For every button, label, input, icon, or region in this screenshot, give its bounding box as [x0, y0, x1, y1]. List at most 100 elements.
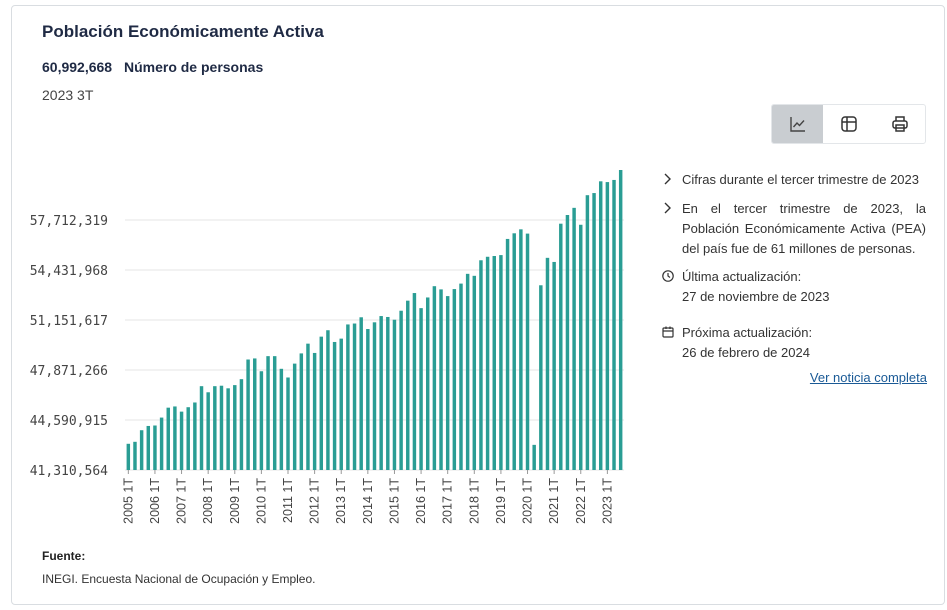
- bar: [399, 310, 403, 470]
- bar: [179, 411, 184, 470]
- bar: [173, 406, 177, 470]
- bar: [479, 260, 483, 470]
- bar: [139, 430, 144, 470]
- bar: [133, 441, 137, 470]
- bar: [618, 170, 623, 470]
- bar: [545, 257, 550, 470]
- bar: [439, 289, 443, 470]
- bar: [319, 336, 324, 470]
- bar: [272, 356, 277, 470]
- x-tick-label: 2019 1T: [494, 478, 508, 524]
- x-tick-label: 2017 1T: [441, 478, 455, 524]
- bar: [525, 233, 530, 470]
- bar: [312, 352, 317, 470]
- y-tick-label: 47,871,266: [30, 364, 108, 379]
- next-update-date: 26 de febrero de 2024: [682, 345, 810, 360]
- x-tick-label: 2018 1T: [467, 478, 481, 524]
- bar: [352, 323, 357, 470]
- bar: [206, 392, 210, 470]
- indicator-unit: Número de personas: [123, 59, 264, 75]
- bar: [286, 377, 290, 470]
- bar: [465, 273, 470, 470]
- bar: [166, 407, 170, 470]
- bar: [159, 417, 164, 470]
- x-tick-label: 2006 1T: [148, 478, 162, 524]
- bar: [186, 407, 190, 470]
- bar: [299, 353, 304, 470]
- bar: [193, 402, 197, 470]
- x-tick-label: 2013 1T: [334, 478, 348, 524]
- x-tick-label: 2023 1T: [600, 478, 614, 524]
- bar: [572, 207, 576, 471]
- source-label: Fuente:: [42, 549, 86, 563]
- line-chart-icon: [789, 117, 805, 132]
- x-tick-label: 2010 1T: [254, 478, 268, 524]
- printer-icon: [891, 116, 908, 132]
- info-item-text: Cifras durante el tercer trimestre de 20…: [682, 172, 919, 187]
- bar: [372, 322, 377, 470]
- bar: [199, 386, 204, 470]
- bar: [425, 297, 430, 470]
- print-button[interactable]: [874, 105, 925, 143]
- bar: [412, 293, 417, 470]
- indicator-value: 60,992,668: [42, 59, 113, 75]
- y-tick-label: 51,151,617: [30, 314, 108, 329]
- x-tick-label: 2016 1T: [414, 478, 428, 524]
- bar: [379, 316, 383, 470]
- bar: [472, 275, 477, 470]
- bar: [519, 229, 523, 470]
- x-tick-label: 2011 1T: [281, 478, 295, 523]
- x-tick-label: 2012 1T: [308, 478, 322, 524]
- bar: [612, 179, 616, 470]
- bar: [259, 371, 264, 470]
- bar: [505, 238, 510, 470]
- source-text: INEGI. Encuesta Nacional de Ocupación y …: [42, 572, 316, 586]
- x-tick-label: 2015 1T: [387, 478, 401, 524]
- chart-view-button[interactable]: [772, 105, 823, 143]
- x-tick-label: 2020 1T: [521, 478, 535, 524]
- indicator-title: Población Económicamente Activa: [42, 22, 324, 41]
- bar: [445, 296, 450, 470]
- bar: [452, 289, 457, 470]
- chevron-right-icon: [664, 173, 671, 185]
- bar: [565, 215, 570, 470]
- indicator-value-line: 60,992,668 Número de personas: [42, 59, 271, 75]
- bar: [213, 386, 217, 470]
- bar: [153, 425, 157, 470]
- bar: [253, 358, 257, 470]
- bar: [292, 363, 297, 470]
- bar: [392, 319, 397, 470]
- y-tick-label: 54,431,968: [30, 264, 108, 279]
- bar: [359, 317, 363, 470]
- bar: [126, 443, 131, 470]
- y-tick-label: 41,310,564: [30, 464, 108, 479]
- clock-icon: [662, 270, 674, 282]
- last-update-date: 27 de noviembre de 2023: [682, 289, 830, 304]
- view-toolbar: [771, 104, 926, 144]
- bar: [146, 425, 151, 470]
- bar: [585, 195, 590, 470]
- bar: [246, 359, 250, 470]
- bar: [592, 193, 596, 470]
- bar: [326, 330, 330, 470]
- bar: [539, 285, 543, 470]
- bar: [386, 316, 390, 470]
- table-view-button[interactable]: [823, 105, 874, 143]
- bar: [579, 224, 583, 470]
- bar: [306, 343, 310, 470]
- bar: [366, 329, 370, 470]
- chevron-right-icon: [664, 202, 671, 214]
- x-tick-label: 2007 1T: [175, 478, 189, 524]
- bar: [279, 368, 284, 470]
- calendar-icon: [662, 326, 674, 338]
- bar: [233, 385, 237, 470]
- bar: [219, 385, 224, 470]
- bar: [492, 256, 496, 470]
- indicator-period: 2023 3T: [42, 87, 94, 103]
- bar: [239, 379, 244, 470]
- bar: [499, 255, 503, 470]
- full-news-link[interactable]: Ver noticia completa: [809, 370, 927, 385]
- info-item-text: En el tercer trimestre de 2023, la Pobla…: [682, 201, 926, 256]
- x-tick-label: 2009 1T: [228, 478, 242, 524]
- bar: [406, 300, 410, 470]
